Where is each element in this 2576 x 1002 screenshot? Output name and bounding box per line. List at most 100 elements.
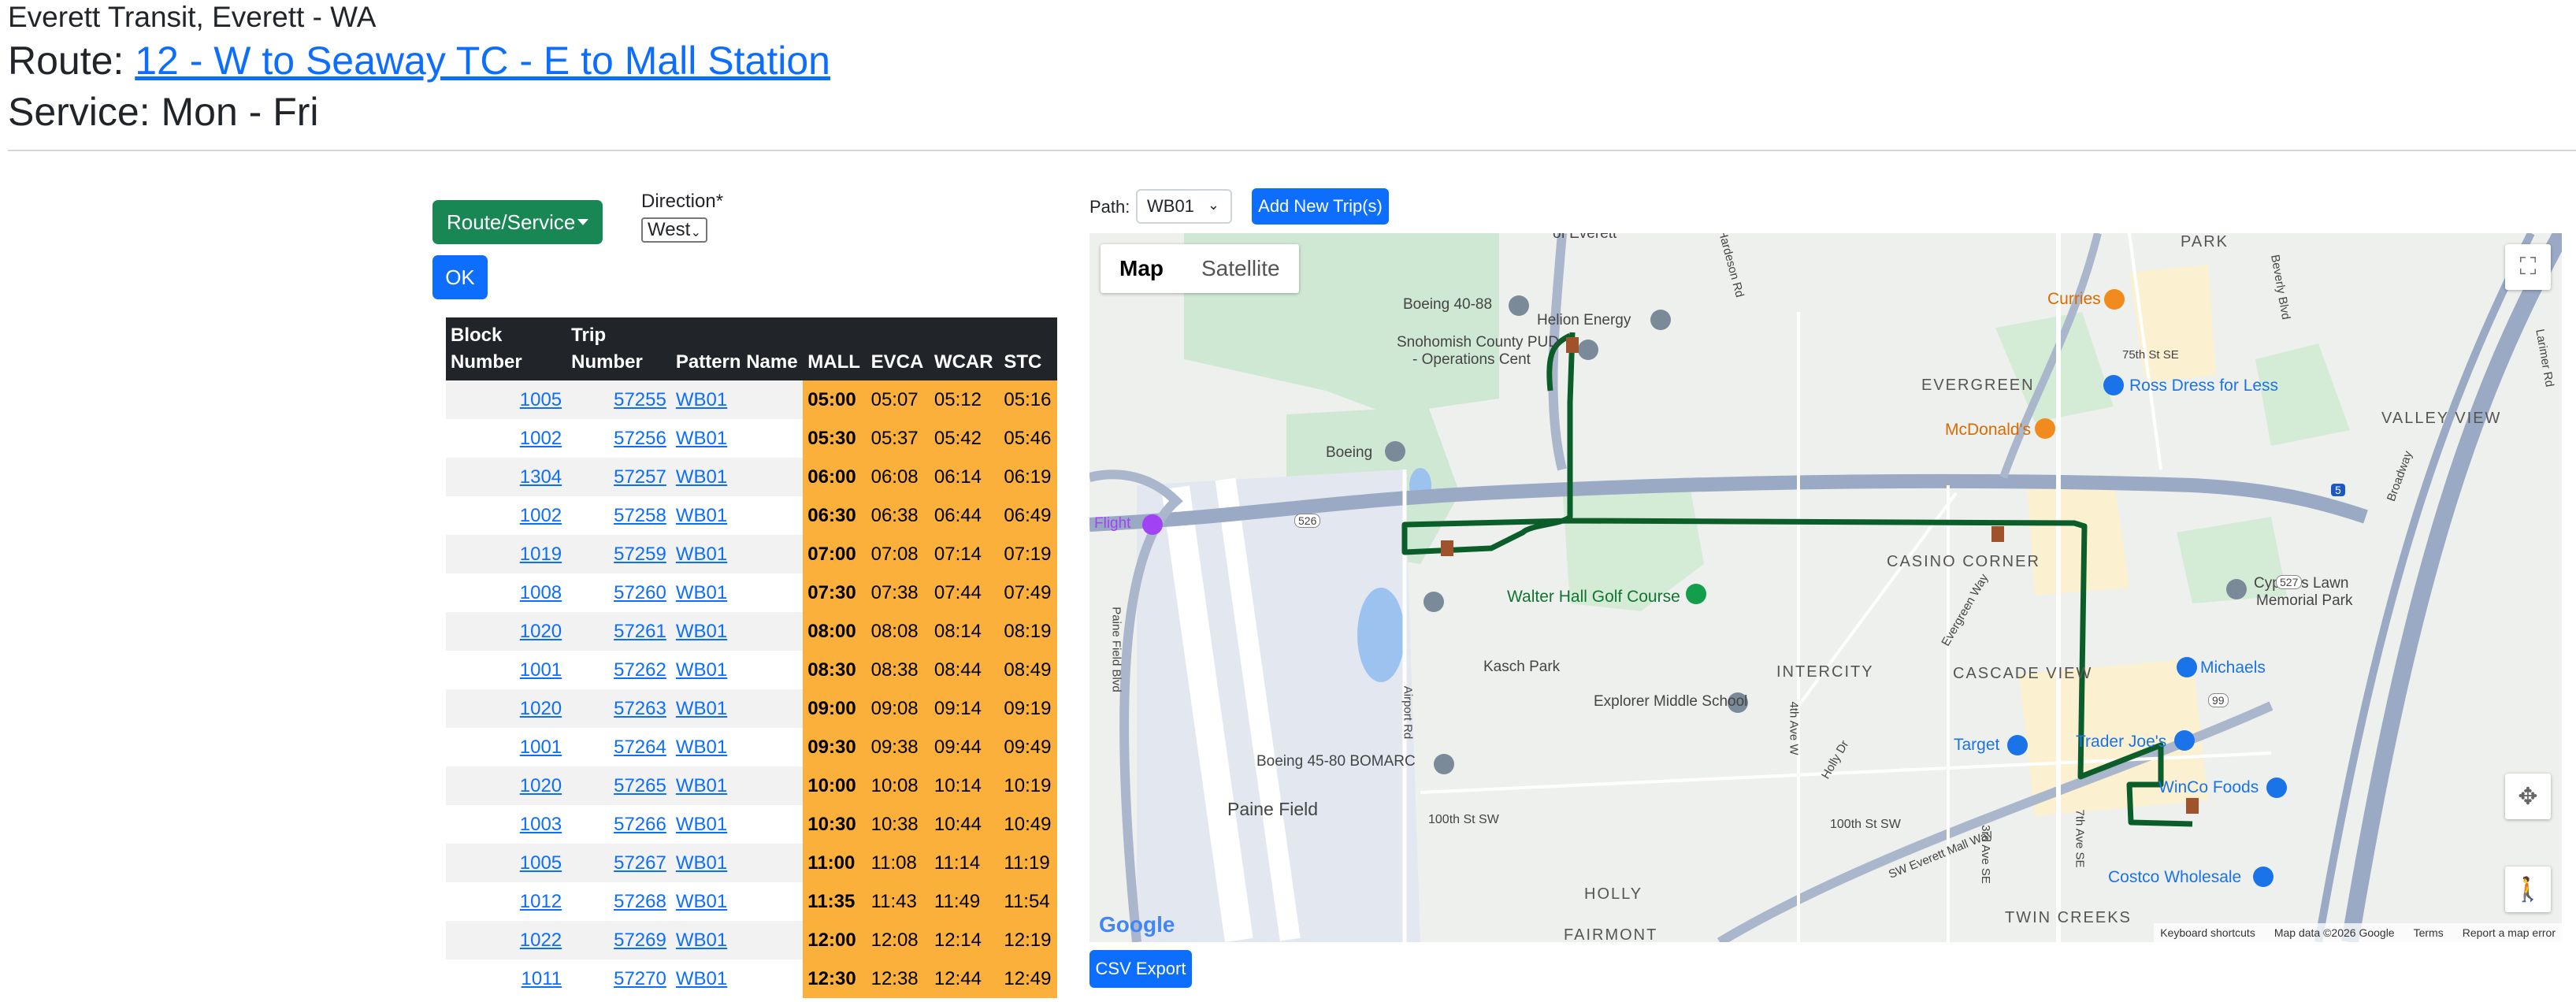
stc-time: 06:49 [1004,504,1052,526]
table-row: 1020 57263 WB01 09:00 09:08 09:14 09:19 [446,689,1057,728]
path-label: Path: [1089,197,1130,217]
block-number-link[interactable]: 1003 [519,813,562,835]
table-cell: 11:14 [929,844,1000,882]
table-row: 1005 57255 WB01 05:00 05:07 05:12 05:16 [446,380,1057,419]
col-evca: EVCA [866,317,930,380]
table-cell: 1020 [446,612,567,651]
block-number-link[interactable]: 1005 [519,852,562,874]
block-number-link[interactable]: 1008 [519,581,562,603]
fullscreen-icon[interactable]: ⛶ [2505,244,2551,290]
ok-button[interactable]: OK [432,255,488,299]
block-number-link[interactable]: 1012 [519,890,562,912]
table-cell: 06:19 [999,458,1057,496]
block-number-link[interactable]: 1002 [519,504,562,526]
table-cell: 06:30 [803,496,867,535]
pattern-name-link[interactable]: WB01 [675,388,728,410]
table-cell: WB01 [670,766,804,805]
pattern-name-link[interactable]: WB01 [675,929,728,951]
block-number-link[interactable]: 1011 [521,967,562,989]
route-service-dropdown-button[interactable]: Route/Service [432,200,603,244]
pattern-name-link[interactable]: WB01 [675,697,728,719]
map-label: Kasch Park [1483,659,1561,675]
block-number-link[interactable]: 1005 [519,388,562,410]
trip-number-link[interactable]: 57265 [614,774,666,796]
block-number-link[interactable]: 1001 [519,659,562,681]
table-cell: 57261 [566,612,671,651]
table-cell: 57263 [566,689,671,728]
trip-number-link[interactable]: 57270 [614,967,666,989]
report-map-error-link[interactable]: Report a map error [2462,926,2556,939]
wcar-time: 06:14 [934,466,982,488]
keyboard-shortcuts-link[interactable]: Keyboard shortcuts [2160,926,2255,939]
trip-number-link[interactable]: 57258 [614,504,666,526]
trip-number-link[interactable]: 57269 [614,929,666,951]
trip-number-link[interactable]: 57261 [614,620,666,642]
pattern-name-link[interactable]: WB01 [675,581,728,603]
table-row: 1005 57267 WB01 11:00 11:08 11:14 11:19 [446,844,1057,882]
pattern-name-link[interactable]: WB01 [675,427,728,449]
trip-number-link[interactable]: 57267 [614,852,666,874]
map-label: EVERGREEN [1921,377,2035,394]
evca-time: 05:07 [870,388,919,410]
pattern-name-link[interactable]: WB01 [675,967,728,989]
pattern-name-link[interactable]: WB01 [675,543,728,565]
trip-number-link[interactable]: 57262 [614,659,666,681]
map-tab[interactable]: Map [1119,256,1164,280]
trip-number-link[interactable]: 57263 [614,697,666,719]
pegman-icon[interactable]: 🚶 [2505,867,2551,912]
trip-number-link[interactable]: 57255 [614,388,666,410]
trip-number-link[interactable]: 57257 [614,466,666,488]
evca-time: 12:38 [870,967,919,989]
trip-number-link[interactable]: 57256 [614,427,666,449]
pattern-name-link[interactable]: WB01 [675,774,728,796]
table-cell: 05:07 [866,380,930,419]
terms-link[interactable]: Terms [2413,926,2444,939]
col-stc: STC [999,317,1057,380]
block-number-link[interactable]: 1019 [519,543,562,565]
pattern-name-link[interactable]: WB01 [675,852,728,874]
mall-time: 12:00 [807,929,856,951]
route-link[interactable]: 12 - W to Seaway TC - E to Mall Station [135,39,830,83]
block-number-link[interactable]: 1020 [519,774,562,796]
block-number-link[interactable]: 1002 [519,427,562,449]
table-cell: 05:30 [803,419,867,458]
direction-value: West [648,219,691,240]
satellite-tab[interactable]: Satellite [1201,256,1280,280]
table-cell: 57259 [566,535,671,573]
trip-number-link[interactable]: 57259 [614,543,666,565]
direction-select[interactable]: West ⌄ [641,217,707,243]
evca-time: 09:08 [870,697,919,719]
pattern-name-link[interactable]: WB01 [675,620,728,642]
table-cell: 11:35 [803,882,867,921]
pattern-name-link[interactable]: WB01 [675,466,728,488]
pattern-name-link[interactable]: WB01 [675,736,728,758]
trip-number-link[interactable]: 57264 [614,736,666,758]
trip-number-link[interactable]: 57268 [614,890,666,912]
block-number-link[interactable]: 1022 [519,929,562,951]
trip-number-link[interactable]: 57266 [614,813,666,835]
table-cell: 1002 [446,496,567,535]
mall-time: 05:00 [807,388,856,410]
add-new-trips-button[interactable]: Add New Trip(s) [1252,188,1389,225]
camera-control-icon[interactable]: ✥ [2505,774,2551,819]
table-cell: 1022 [446,921,567,959]
csv-export-button[interactable]: CSV Export [1089,950,1192,988]
block-number-link[interactable]: 1020 [519,620,562,642]
trip-number-link[interactable]: 57260 [614,581,666,603]
evca-time: 06:08 [870,466,919,488]
path-select[interactable]: WB01 ⌄ [1136,189,1232,224]
pattern-name-link[interactable]: WB01 [675,504,728,526]
table-cell: 09:14 [929,689,1000,728]
table-cell: 07:49 [999,573,1057,612]
pattern-name-link[interactable]: WB01 [675,813,728,835]
pattern-name-link[interactable]: WB01 [675,659,728,681]
pattern-name-link[interactable]: WB01 [675,890,728,912]
map-canvas[interactable] [1089,233,2562,942]
stc-time: 09:19 [1004,697,1052,719]
block-number-link[interactable]: 1001 [519,736,562,758]
block-number-link[interactable]: 1020 [519,697,562,719]
block-number-link[interactable]: 1304 [519,466,562,488]
table-cell: 07:14 [929,535,1000,573]
route-map[interactable]: Map Satellite ⛶ ✥ 🚶 of Everett PARK Boei… [1089,233,2562,942]
wcar-time: 09:14 [934,697,982,719]
